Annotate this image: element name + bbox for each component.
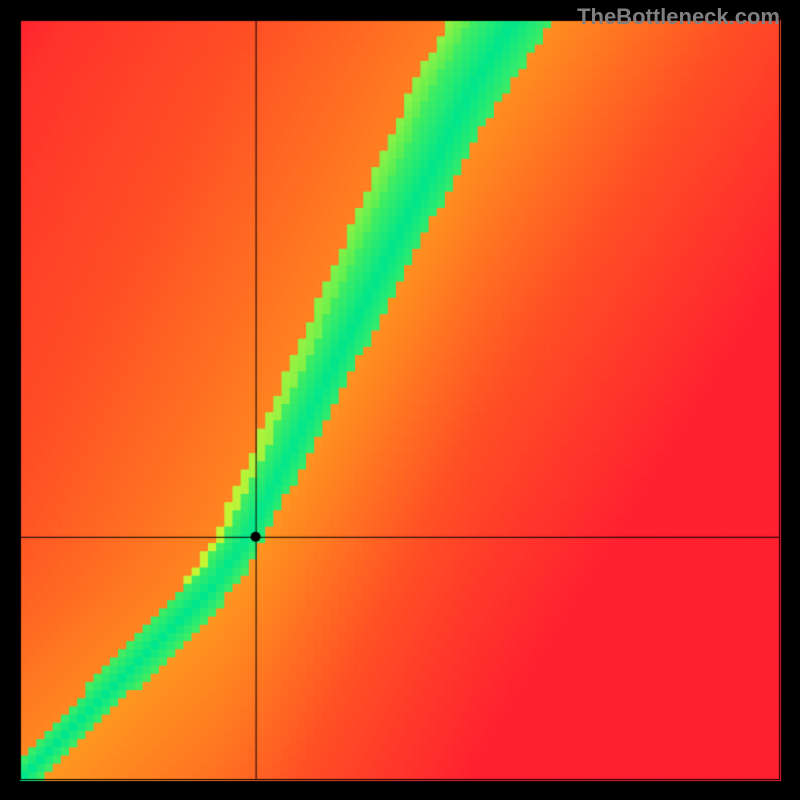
bottleneck-heatmap [0, 0, 800, 800]
watermark-text: TheBottleneck.com [577, 4, 780, 30]
